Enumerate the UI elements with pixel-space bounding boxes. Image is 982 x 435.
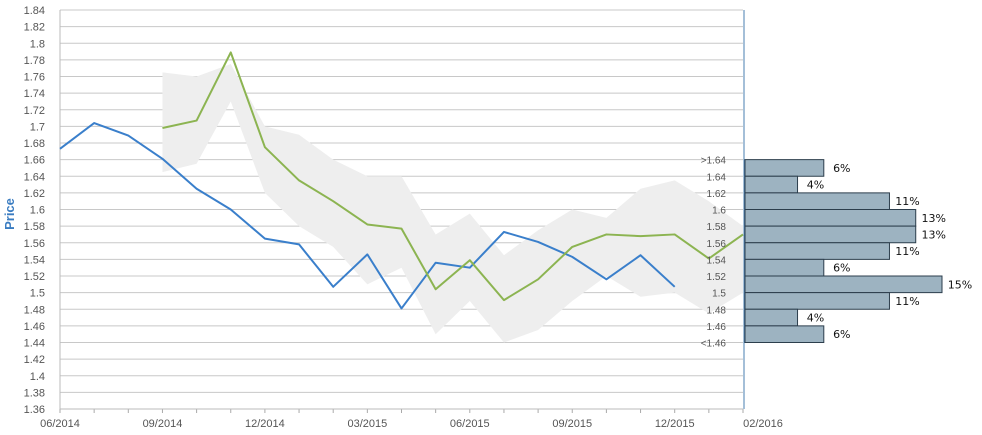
x-tick-label: 12/2015 xyxy=(655,418,695,430)
distribution-bar xyxy=(744,225,917,244)
y-tick-label: 1.74 xyxy=(24,88,45,100)
bin-label: 1.46 xyxy=(707,322,727,333)
y-tick-label: 1.8 xyxy=(30,38,45,50)
distribution-bar xyxy=(744,325,825,343)
y-tick-label: 1.82 xyxy=(24,22,45,34)
distribution-bar xyxy=(744,175,799,194)
x-tick-label: 06/2014 xyxy=(40,418,80,430)
bin-label: <1.46 xyxy=(701,339,727,350)
x-tick-label: 06/2015 xyxy=(450,418,490,430)
distribution-bar xyxy=(744,159,825,177)
y-tick-label: 1.62 xyxy=(24,188,45,200)
percent-label: 4% xyxy=(807,312,824,325)
percent-label: 6% xyxy=(833,262,850,275)
y-tick-label: 1.6 xyxy=(30,205,45,217)
y-tick-label: 1.78 xyxy=(24,55,45,67)
x-tick-label: 02/2016 xyxy=(743,418,783,430)
series-lines xyxy=(59,51,744,310)
bin-label: >1.64 xyxy=(701,156,727,167)
y-tick-label: 1.56 xyxy=(24,238,45,250)
distribution-bar xyxy=(744,308,799,327)
bin-label: 1.62 xyxy=(707,189,727,200)
distribution-bar xyxy=(744,258,825,277)
distribution-bar xyxy=(744,275,943,294)
percent-label: 6% xyxy=(833,162,850,175)
bin-label: 1.48 xyxy=(707,305,727,316)
y-tick-label: 1.52 xyxy=(24,271,45,283)
bin-label: 1.64 xyxy=(707,172,727,183)
percent-label: 6% xyxy=(833,328,850,341)
y-tick-label: 1.84 xyxy=(24,5,45,17)
y-tick-label: 1.44 xyxy=(24,338,45,350)
distribution-histogram: >1.64 6% 1.64 4% 1.62 11% 1.6 13% 1.58 13% 1.56 11%… xyxy=(701,156,973,350)
y-tick-label: 1.48 xyxy=(24,304,45,316)
y-tick-label: 1.7 xyxy=(30,121,45,133)
y-axis-label: Price xyxy=(2,198,17,230)
distribution-bar xyxy=(744,242,890,260)
distribution-bar xyxy=(744,209,917,227)
y-tick-label: 1.66 xyxy=(24,155,45,167)
x-tick-label: 09/2014 xyxy=(143,418,183,430)
y-tick-label: 1.36 xyxy=(24,404,45,416)
axes xyxy=(59,10,745,413)
percent-label: 11% xyxy=(895,245,919,258)
series-line-1 xyxy=(59,122,676,310)
y-tick-label: 1.4 xyxy=(30,371,45,383)
percent-label: 11% xyxy=(895,295,919,308)
y-tick-label: 1.64 xyxy=(24,171,45,183)
bin-label: 1.52 xyxy=(707,272,727,283)
distribution-bar xyxy=(744,292,890,310)
y-tick-label: 1.58 xyxy=(24,221,45,233)
x-tick-label: 09/2015 xyxy=(552,418,592,430)
series-line-2 xyxy=(162,51,744,302)
y-tick-label: 1.38 xyxy=(24,387,45,399)
percent-label: 13% xyxy=(922,212,946,225)
y-tick-label: 1.76 xyxy=(24,72,45,84)
y-tick-label: 1.42 xyxy=(24,354,45,366)
percent-label: 4% xyxy=(807,179,824,192)
distribution-bar xyxy=(744,192,890,210)
bin-label: 1.56 xyxy=(707,239,727,250)
y-tick-labels: 1.36 1.38 1.4 1.42 1.44 1.46 1.48 1.5 1.52 1.54 1.… xyxy=(24,5,45,416)
y-tick-label: 1.54 xyxy=(24,254,45,266)
percent-label: 11% xyxy=(895,195,919,208)
x-tick-label: 12/2014 xyxy=(245,418,285,430)
bin-label: 1.5 xyxy=(712,289,726,300)
bin-label: 1.58 xyxy=(707,222,727,233)
y-tick-label: 1.72 xyxy=(24,105,45,117)
x-tick-labels: 06/2014 09/2014 12/2014 03/2015 06/2015 09/20… xyxy=(40,418,783,430)
y-tick-label: 1.5 xyxy=(30,288,45,300)
bin-label: 1.54 xyxy=(707,255,727,266)
percent-label: 15% xyxy=(948,278,972,291)
x-tick-label: 03/2015 xyxy=(347,418,387,430)
y-tick-label: 1.68 xyxy=(24,138,45,150)
percent-label: 13% xyxy=(922,228,946,241)
bin-label: 1.6 xyxy=(712,206,726,217)
y-tick-label: 1.46 xyxy=(24,321,45,333)
